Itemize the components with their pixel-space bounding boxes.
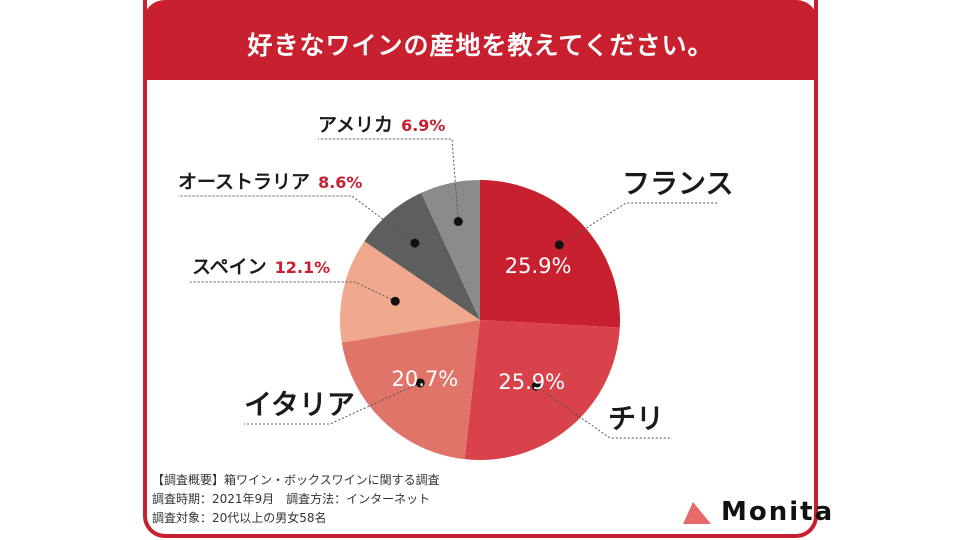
leader-dot (554, 240, 564, 250)
brand-logo: Monita (679, 497, 834, 527)
triangle-logo-icon (683, 502, 711, 524)
leader-dot (410, 238, 420, 248)
title-banner: 好きなワインの産地を教えてください。 (143, 0, 818, 80)
pie-slice (480, 180, 620, 328)
slice-label: フランス (622, 167, 733, 200)
leader-line (318, 138, 459, 222)
slice-label: チリ (608, 402, 664, 435)
slice-label: イタリア (244, 388, 355, 421)
pie-slice (421, 180, 480, 320)
leader-dot (453, 217, 463, 227)
slice-label: スペイン (192, 256, 267, 278)
survey-summary: 【調査概要】箱ワイン・ボックスワインに関する調査 調査時期：2021年9月 調査… (152, 471, 440, 528)
slice-label: アメリカ (318, 114, 393, 136)
slice-value-label: 8.6% (318, 173, 362, 192)
summary-line-2: 調査時期：2021年9月 調査方法：インターネット (152, 492, 431, 506)
pie-slice (364, 192, 480, 320)
leader-line (244, 382, 421, 425)
pie-slice (339, 241, 480, 343)
pie-slice (464, 320, 620, 460)
slice-value-label: 20.7% (392, 367, 459, 391)
brand-name: Monita (721, 497, 835, 527)
leader-dot (415, 378, 425, 388)
leader-line (559, 202, 718, 246)
summary-line-3: 調査対象：20代以上の男女58名 (152, 511, 327, 525)
slice-value-label: 25.9% (505, 254, 572, 278)
pie-slice (341, 320, 480, 460)
summary-line-1: 【調査概要】箱ワイン・ボックスワインに関する調査 (152, 473, 440, 487)
chart-title: 好きなワインの産地を教えてください。 (247, 31, 714, 60)
leader-dot (531, 381, 541, 391)
slice-value-label: 12.1% (275, 258, 331, 277)
leader-dot (390, 296, 400, 306)
leader-line (190, 281, 396, 302)
slice-value-label: 25.9% (498, 370, 565, 394)
slice-label: オーストラリア (178, 171, 310, 193)
slice-value-label: 6.9% (401, 116, 445, 135)
